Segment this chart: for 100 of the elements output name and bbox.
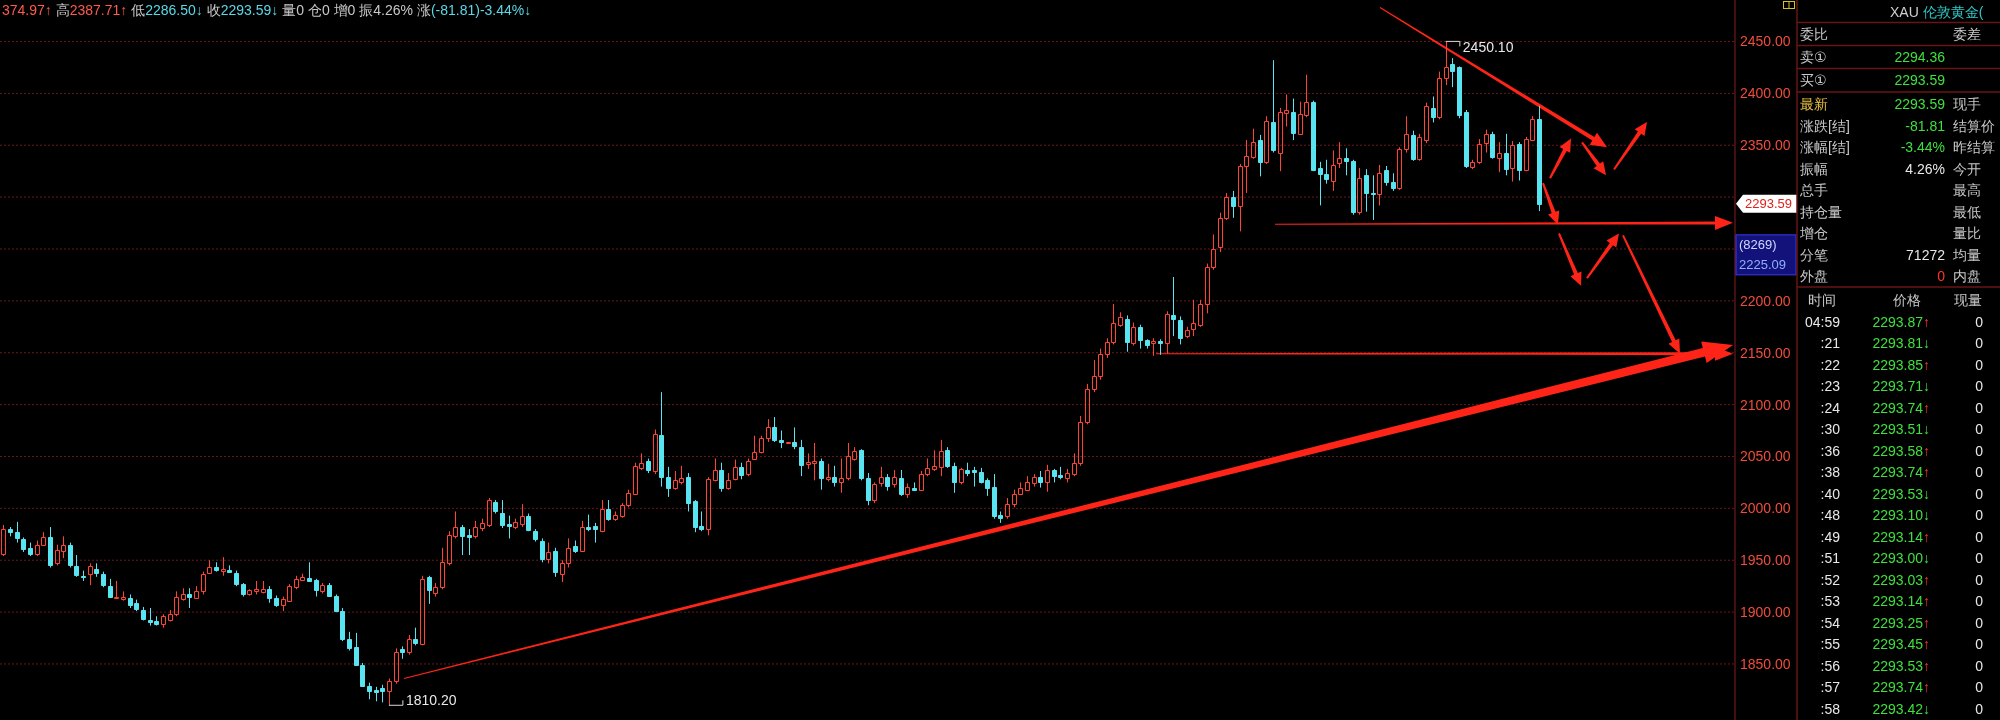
candlestick bbox=[1231, 190, 1236, 219]
text: :40 bbox=[1820, 485, 1841, 502]
annotation: 2450.10 bbox=[1462, 39, 1514, 56]
candlestick bbox=[227, 564, 232, 574]
text: 2293.51↓ bbox=[1872, 421, 1930, 437]
candlestick bbox=[141, 606, 146, 621]
candlestick bbox=[480, 518, 485, 532]
candlestick bbox=[1138, 324, 1143, 350]
text: 0 bbox=[1975, 679, 1984, 695]
text: 均量 bbox=[1952, 246, 1981, 263]
candlestick bbox=[1337, 141, 1342, 169]
text: :24 bbox=[1820, 399, 1841, 416]
candlestick bbox=[759, 435, 764, 454]
candlestick bbox=[1464, 109, 1469, 169]
candlestick bbox=[752, 435, 757, 461]
candlestick bbox=[1131, 322, 1136, 346]
text: 0 bbox=[1975, 614, 1984, 631]
candlestick bbox=[1371, 174, 1376, 221]
candlestick bbox=[88, 562, 93, 586]
text: 0 bbox=[1975, 421, 1984, 437]
candlestick bbox=[553, 547, 558, 578]
candlestick bbox=[1291, 98, 1296, 141]
text: 2293.74↑ bbox=[1872, 679, 1930, 695]
text: 涨幅[结] bbox=[1800, 139, 1850, 155]
candlestick bbox=[28, 542, 33, 557]
y-tick-label: 2450.00 bbox=[1740, 33, 1791, 50]
candlestick bbox=[686, 472, 691, 512]
text: :52 bbox=[1820, 571, 1841, 588]
candlestick bbox=[440, 547, 445, 590]
candlestick bbox=[234, 570, 239, 587]
text: :30 bbox=[1820, 421, 1841, 437]
candlestick bbox=[1045, 464, 1050, 493]
candlestick bbox=[1457, 65, 1462, 119]
text: 2293.87↑ bbox=[1872, 313, 1930, 330]
candlestick bbox=[786, 441, 791, 444]
candlestick bbox=[114, 580, 119, 600]
text: 2293.59 bbox=[1745, 196, 1792, 212]
candlestick bbox=[1537, 105, 1542, 212]
candlestick bbox=[433, 582, 438, 598]
text: 2293.14↑ bbox=[1872, 528, 1930, 545]
candlestick bbox=[799, 439, 804, 477]
text: 分笔 bbox=[1800, 246, 1828, 263]
text: :23 bbox=[1820, 378, 1841, 394]
candlestick bbox=[161, 613, 166, 629]
text: 0 bbox=[1975, 485, 1984, 502]
text: 04:59 bbox=[1804, 313, 1841, 330]
text: 2293.85↑ bbox=[1872, 356, 1930, 373]
candlestick bbox=[467, 528, 472, 556]
text: 总手 bbox=[1799, 182, 1828, 198]
text: 卖① bbox=[1800, 49, 1827, 65]
candlestick bbox=[1484, 129, 1489, 154]
candlestick bbox=[526, 513, 531, 532]
text: 71272 bbox=[1906, 246, 1946, 263]
candlestick bbox=[1397, 146, 1402, 191]
text: 0 bbox=[1975, 657, 1984, 674]
candlestick bbox=[207, 559, 212, 575]
candlestick bbox=[1258, 134, 1263, 177]
candlestick bbox=[866, 472, 871, 506]
candlestick bbox=[1497, 141, 1502, 173]
text: :58 bbox=[1820, 700, 1841, 717]
candlestick bbox=[1271, 59, 1276, 154]
candlestick bbox=[1118, 311, 1123, 328]
y-tick-label: 2150.00 bbox=[1740, 344, 1791, 361]
text: (8269) 2225.09 bbox=[1739, 237, 1786, 273]
candlestick bbox=[108, 578, 113, 599]
candlestick bbox=[540, 537, 545, 563]
y-tick-label: 1850.00 bbox=[1740, 655, 1791, 672]
candlestick bbox=[247, 588, 252, 596]
candlestick bbox=[1165, 310, 1170, 355]
candlestick bbox=[68, 542, 73, 568]
text: 最新 bbox=[1800, 96, 1828, 112]
candlestick bbox=[939, 439, 944, 477]
candlestick bbox=[1364, 168, 1369, 213]
candlestick bbox=[314, 578, 319, 598]
candlestick bbox=[15, 521, 20, 544]
candlestick bbox=[1251, 128, 1256, 160]
candlestick bbox=[274, 595, 279, 608]
candlestick bbox=[1504, 133, 1509, 176]
candlestick bbox=[952, 462, 957, 494]
text: 增仓 bbox=[1799, 225, 1828, 241]
candlestick bbox=[267, 585, 272, 604]
candlestick bbox=[1331, 149, 1336, 192]
candlestick bbox=[959, 467, 964, 485]
text: 0 bbox=[1975, 335, 1984, 351]
text: 2293.10↓ bbox=[1872, 507, 1930, 523]
y-tick-label: 2400.00 bbox=[1740, 85, 1791, 102]
candlestick bbox=[1477, 138, 1482, 165]
text: 0 bbox=[1975, 356, 1984, 373]
candlestick bbox=[1198, 299, 1203, 328]
candlestick bbox=[194, 585, 199, 600]
text: 持仓量 bbox=[1800, 203, 1842, 220]
text: 0 bbox=[1975, 399, 1984, 416]
candlestick bbox=[739, 462, 744, 480]
candlestick bbox=[201, 571, 206, 595]
candlestick bbox=[965, 462, 970, 477]
text: 0 bbox=[1975, 550, 1984, 566]
text: 2293.14↑ bbox=[1872, 593, 1930, 609]
text: 现手 bbox=[1953, 96, 1981, 112]
candlestick bbox=[1391, 172, 1396, 192]
candlestick bbox=[885, 473, 890, 492]
